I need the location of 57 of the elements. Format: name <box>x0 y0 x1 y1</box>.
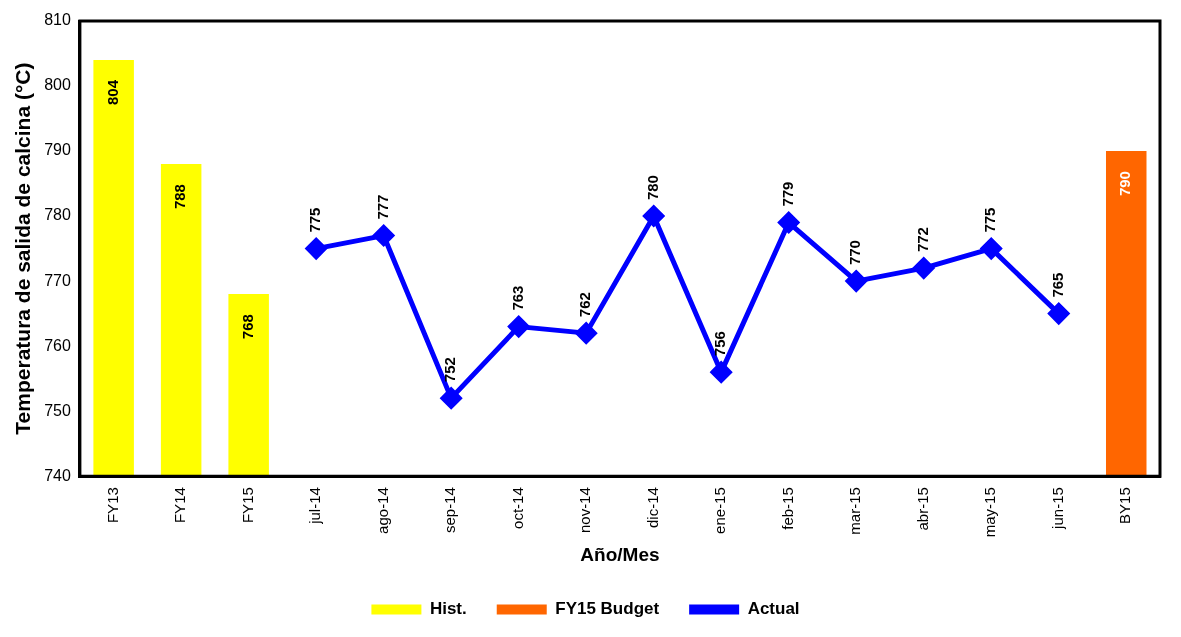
point <box>778 212 800 234</box>
y-tick-label: 810 <box>44 11 71 29</box>
x-tick-label: dic-14 <box>643 487 661 529</box>
data-label: 770 <box>846 240 864 266</box>
x-tick-label: feb-15 <box>778 487 796 530</box>
point <box>440 387 462 409</box>
x-tick-label: jul-14 <box>306 487 324 525</box>
data-label: 788 <box>171 184 189 210</box>
y-axis-title: Temperatura de salida de calcina (°C) <box>11 62 35 435</box>
y-tick-label: 750 <box>44 401 71 419</box>
x-tick-label: ene-15 <box>711 487 729 534</box>
data-label: 765 <box>1048 272 1066 298</box>
point <box>508 316 530 338</box>
x-axis-title: Año/Mes <box>580 543 660 565</box>
data-label: 752 <box>441 357 459 383</box>
x-tick-label: oct-14 <box>508 487 526 529</box>
data-label: 790 <box>1116 171 1134 197</box>
point <box>1048 303 1070 325</box>
point <box>373 225 395 247</box>
data-label: 768 <box>238 314 256 340</box>
x-tick-label: FY13 <box>103 487 121 524</box>
legend-label: Hist. <box>429 599 467 619</box>
data-label: 775 <box>306 207 324 233</box>
x-tick-label: sep-14 <box>441 487 459 534</box>
x-tick-label: jun-15 <box>1048 487 1066 530</box>
x-tick-label: FY15 <box>238 487 256 524</box>
data-label: 780 <box>643 175 661 201</box>
point <box>710 361 732 383</box>
point <box>305 238 327 260</box>
data-label: 762 <box>576 292 594 318</box>
data-label: 756 <box>711 331 729 357</box>
y-tick-label: 790 <box>44 141 71 159</box>
y-tick-label: 740 <box>44 466 71 484</box>
x-tick-label: BY15 <box>1116 487 1134 524</box>
y-tick-label: 760 <box>44 336 71 354</box>
point <box>643 205 665 227</box>
data-label: 763 <box>508 285 526 311</box>
point <box>845 270 867 292</box>
data-label: 777 <box>373 194 391 220</box>
x-tick-label: abr-15 <box>913 487 931 531</box>
legend-label: FY15 Budget <box>555 599 660 619</box>
data-label: 804 <box>103 79 121 106</box>
y-tick-label: 780 <box>44 206 71 224</box>
x-tick-label: FY14 <box>171 487 189 524</box>
x-tick-label: ago-14 <box>373 487 391 534</box>
point <box>913 257 935 279</box>
point <box>980 238 1002 260</box>
data-label: 775 <box>981 207 999 233</box>
y-tick-label: 770 <box>44 271 71 289</box>
x-tick-label: may-15 <box>981 487 999 538</box>
x-tick-label: nov-14 <box>576 487 594 534</box>
y-tick-label: 800 <box>44 76 71 94</box>
data-label: 772 <box>913 227 931 253</box>
data-label: 779 <box>778 181 796 207</box>
x-tick-label: mar-15 <box>846 487 864 535</box>
point <box>575 322 597 344</box>
legend-label: Actual <box>747 599 800 619</box>
